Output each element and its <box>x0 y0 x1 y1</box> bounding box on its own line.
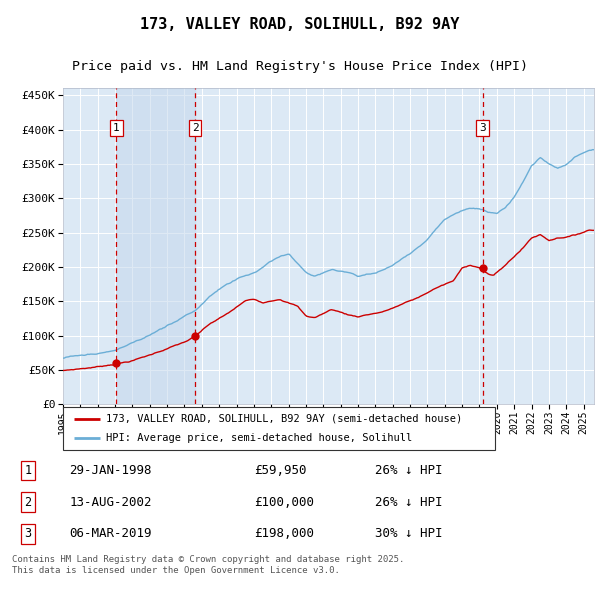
Bar <box>116 88 195 404</box>
Text: 173, VALLEY ROAD, SOLIHULL, B92 9AY (semi-detached house): 173, VALLEY ROAD, SOLIHULL, B92 9AY (sem… <box>106 414 463 424</box>
Text: £100,000: £100,000 <box>254 496 314 509</box>
Text: 173, VALLEY ROAD, SOLIHULL, B92 9AY: 173, VALLEY ROAD, SOLIHULL, B92 9AY <box>140 17 460 32</box>
Text: £59,950: £59,950 <box>254 464 307 477</box>
Text: HPI: Average price, semi-detached house, Solihull: HPI: Average price, semi-detached house,… <box>106 434 412 443</box>
Text: 06-MAR-2019: 06-MAR-2019 <box>70 527 152 540</box>
Text: 3: 3 <box>25 527 32 540</box>
FancyBboxPatch shape <box>63 407 495 450</box>
Text: Contains HM Land Registry data © Crown copyright and database right 2025.
This d: Contains HM Land Registry data © Crown c… <box>12 555 404 575</box>
Text: 29-JAN-1998: 29-JAN-1998 <box>70 464 152 477</box>
Text: £198,000: £198,000 <box>254 527 314 540</box>
Text: 30% ↓ HPI: 30% ↓ HPI <box>375 527 442 540</box>
Text: 1: 1 <box>113 123 120 133</box>
Text: Price paid vs. HM Land Registry's House Price Index (HPI): Price paid vs. HM Land Registry's House … <box>72 60 528 73</box>
Text: 2: 2 <box>192 123 199 133</box>
Text: 3: 3 <box>479 123 486 133</box>
Text: 2: 2 <box>25 496 32 509</box>
Text: 1: 1 <box>25 464 32 477</box>
Text: 26% ↓ HPI: 26% ↓ HPI <box>375 464 442 477</box>
Text: 26% ↓ HPI: 26% ↓ HPI <box>375 496 442 509</box>
Text: 13-AUG-2002: 13-AUG-2002 <box>70 496 152 509</box>
